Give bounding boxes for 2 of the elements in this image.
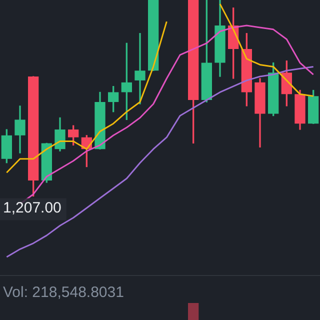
- chart-title: Vol: 218,548.8031: [3, 284, 124, 302]
- text: 1,207.00: [3, 199, 62, 216]
